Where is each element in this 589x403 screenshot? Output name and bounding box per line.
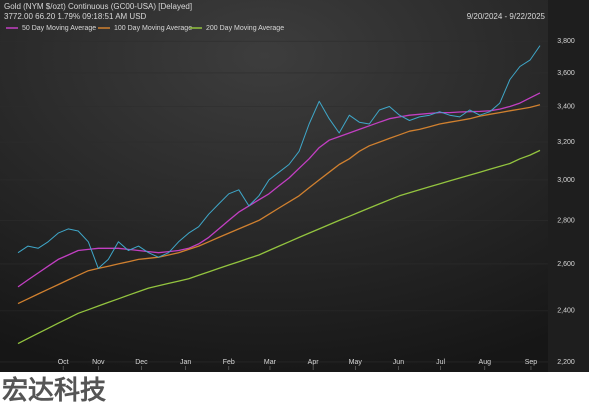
legend-label: 100 Day Moving Average <box>114 25 192 32</box>
x-tick-label: Jan <box>180 359 191 366</box>
x-tick-label: Nov <box>92 359 105 366</box>
x-tick-label: May <box>349 359 363 366</box>
x-tick-label: Oct <box>58 359 69 366</box>
x-tick-label: Feb <box>223 359 235 366</box>
chart-title: Gold (NYM $/ozt) Continuous (GC00-USA) [… <box>4 2 192 11</box>
y-tick-label: 3,400 <box>557 103 575 110</box>
y-tick-label: 3,800 <box>557 38 575 45</box>
legend-label: 200 Day Moving Average <box>206 25 284 32</box>
watermark: 宏达科技 <box>2 375 106 403</box>
y-tick-label: 2,400 <box>557 308 575 315</box>
x-tick-label: Jun <box>393 359 404 366</box>
y-tick-label: 3,000 <box>557 177 575 184</box>
y-tick-label: 3,600 <box>557 70 575 77</box>
x-tick-label: Jul <box>436 359 445 366</box>
x-tick-label: Mar <box>264 359 277 366</box>
date-range: 9/20/2024 - 9/22/2025 <box>467 12 546 21</box>
x-tick-label: Dec <box>135 359 148 366</box>
y-tick-label: 3,200 <box>557 139 575 146</box>
y-tick-label: 2,800 <box>557 217 575 224</box>
y-tick-label: 2,200 <box>557 359 575 366</box>
y-tick-label: 2,600 <box>557 261 575 268</box>
series-line <box>17 149 541 345</box>
axis-panel <box>548 0 589 372</box>
x-tick-label: Aug <box>479 359 492 366</box>
series-line <box>17 92 541 288</box>
x-tick-label: Sep <box>525 359 538 366</box>
series-line <box>17 104 541 305</box>
quote: 3772.00 66.20 1.79% 09:18:51 AM USD <box>4 12 147 21</box>
x-tick-label: Apr <box>308 359 320 366</box>
chart-background <box>0 0 589 372</box>
series-line <box>17 45 541 269</box>
legend-label: 50 Day Moving Average <box>22 25 96 32</box>
